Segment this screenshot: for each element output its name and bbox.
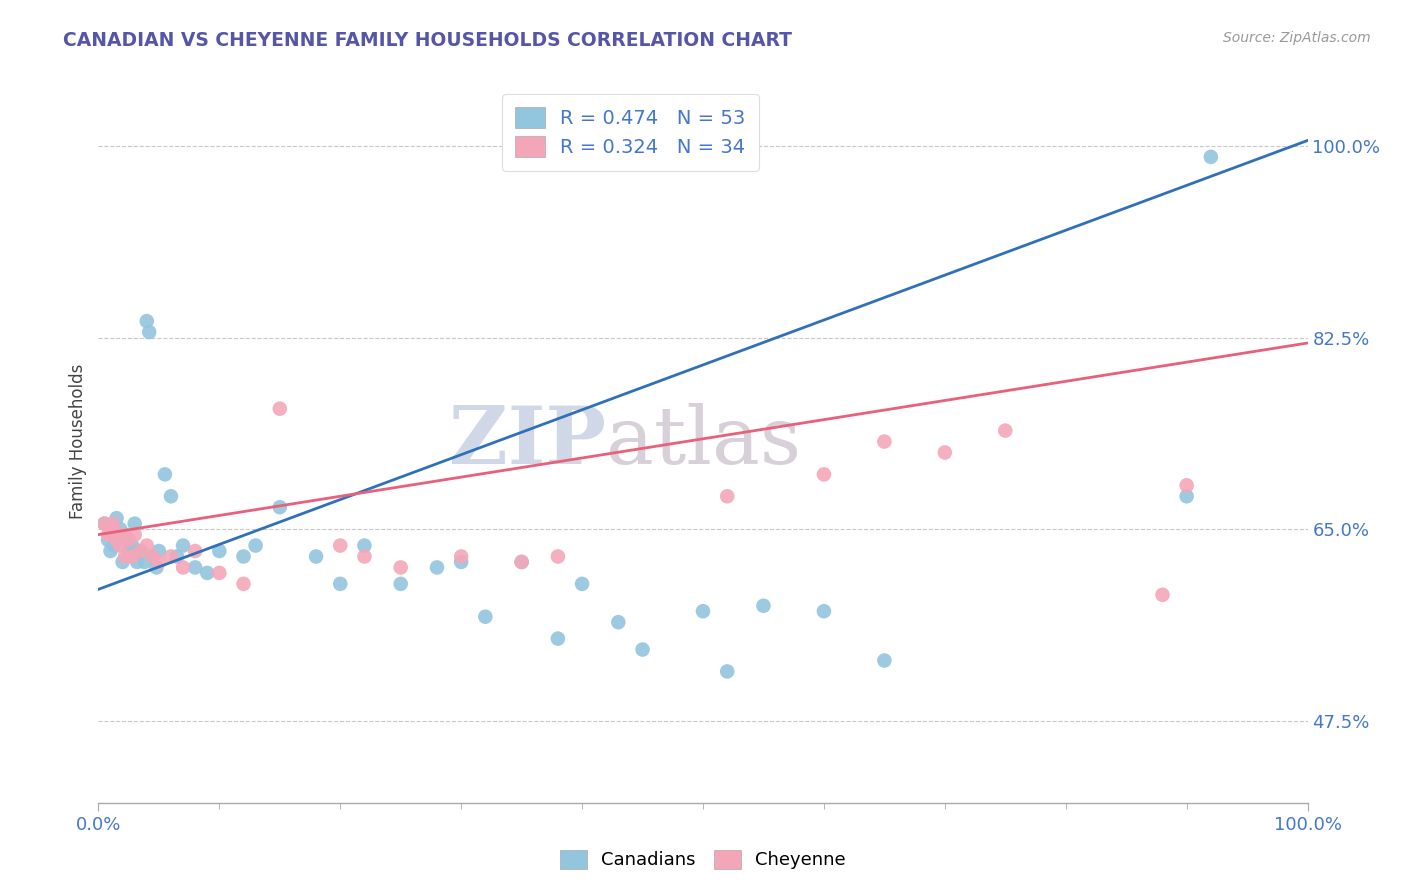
Point <box>166 549 188 564</box>
Point <box>138 325 160 339</box>
Point <box>148 544 170 558</box>
Point <box>124 544 146 558</box>
Point <box>111 555 134 569</box>
Point <box>101 524 124 539</box>
Point <box>124 527 146 541</box>
Legend: Canadians, Cheyenne: Canadians, Cheyenne <box>551 840 855 879</box>
Point <box>752 599 775 613</box>
Point <box>105 533 128 547</box>
Point <box>934 445 956 459</box>
Point <box>184 560 207 574</box>
Point <box>232 549 254 564</box>
Point <box>1199 150 1222 164</box>
Point <box>111 527 134 541</box>
Point <box>329 577 352 591</box>
Point <box>232 577 254 591</box>
Text: Source: ZipAtlas.com: Source: ZipAtlas.com <box>1223 31 1371 45</box>
Point <box>160 489 183 503</box>
Point <box>100 522 122 536</box>
Point <box>1175 478 1198 492</box>
Point <box>142 549 165 564</box>
Point <box>607 615 630 630</box>
Point <box>716 665 738 679</box>
Point <box>305 549 328 564</box>
Text: ZIP: ZIP <box>450 402 606 481</box>
Point <box>269 500 291 515</box>
Point <box>389 577 412 591</box>
Point <box>1175 489 1198 503</box>
Point <box>108 527 131 541</box>
Point <box>450 549 472 564</box>
Point <box>172 539 194 553</box>
Point <box>716 489 738 503</box>
Point <box>118 533 141 547</box>
Point <box>105 533 128 547</box>
Point <box>474 609 496 624</box>
Point <box>108 522 131 536</box>
Point <box>97 533 120 547</box>
Point <box>118 544 141 558</box>
Point <box>450 555 472 569</box>
Point <box>1152 588 1174 602</box>
Point <box>121 539 143 553</box>
Point <box>103 539 125 553</box>
Point <box>97 527 120 541</box>
Point <box>426 560 449 574</box>
Point <box>121 549 143 564</box>
Point <box>813 467 835 482</box>
Point <box>813 604 835 618</box>
Point <box>153 467 176 482</box>
Point <box>142 549 165 564</box>
Legend: R = 0.474   N = 53, R = 0.324   N = 34: R = 0.474 N = 53, R = 0.324 N = 34 <box>502 94 759 171</box>
Point <box>571 577 593 591</box>
Point <box>114 527 136 541</box>
Point <box>353 539 375 553</box>
Point <box>208 566 231 580</box>
Point <box>510 555 533 569</box>
Point <box>184 544 207 558</box>
Point <box>692 604 714 618</box>
Point <box>148 555 170 569</box>
Point <box>108 539 131 553</box>
Point <box>129 544 152 558</box>
Point <box>208 544 231 558</box>
Point <box>389 560 412 574</box>
Point <box>510 555 533 569</box>
Point <box>114 549 136 564</box>
Point <box>353 549 375 564</box>
Point <box>172 560 194 574</box>
Point <box>160 549 183 564</box>
Point <box>100 544 122 558</box>
Point <box>269 401 291 416</box>
Point <box>631 642 654 657</box>
Point <box>145 560 167 574</box>
Y-axis label: Family Households: Family Households <box>69 364 87 519</box>
Point <box>101 516 124 531</box>
Point <box>105 511 128 525</box>
Point <box>873 434 896 449</box>
Point <box>93 516 115 531</box>
Point <box>547 632 569 646</box>
Point <box>873 653 896 667</box>
Point <box>547 549 569 564</box>
Point <box>135 314 157 328</box>
Point <box>135 539 157 553</box>
Point <box>124 516 146 531</box>
Point <box>195 566 218 580</box>
Point <box>127 555 149 569</box>
Text: atlas: atlas <box>606 402 801 481</box>
Point <box>994 424 1017 438</box>
Point <box>329 539 352 553</box>
Point <box>134 555 156 569</box>
Point <box>129 544 152 558</box>
Point <box>118 533 141 547</box>
Point <box>245 539 267 553</box>
Point <box>93 516 115 531</box>
Text: CANADIAN VS CHEYENNE FAMILY HOUSEHOLDS CORRELATION CHART: CANADIAN VS CHEYENNE FAMILY HOUSEHOLDS C… <box>63 31 792 50</box>
